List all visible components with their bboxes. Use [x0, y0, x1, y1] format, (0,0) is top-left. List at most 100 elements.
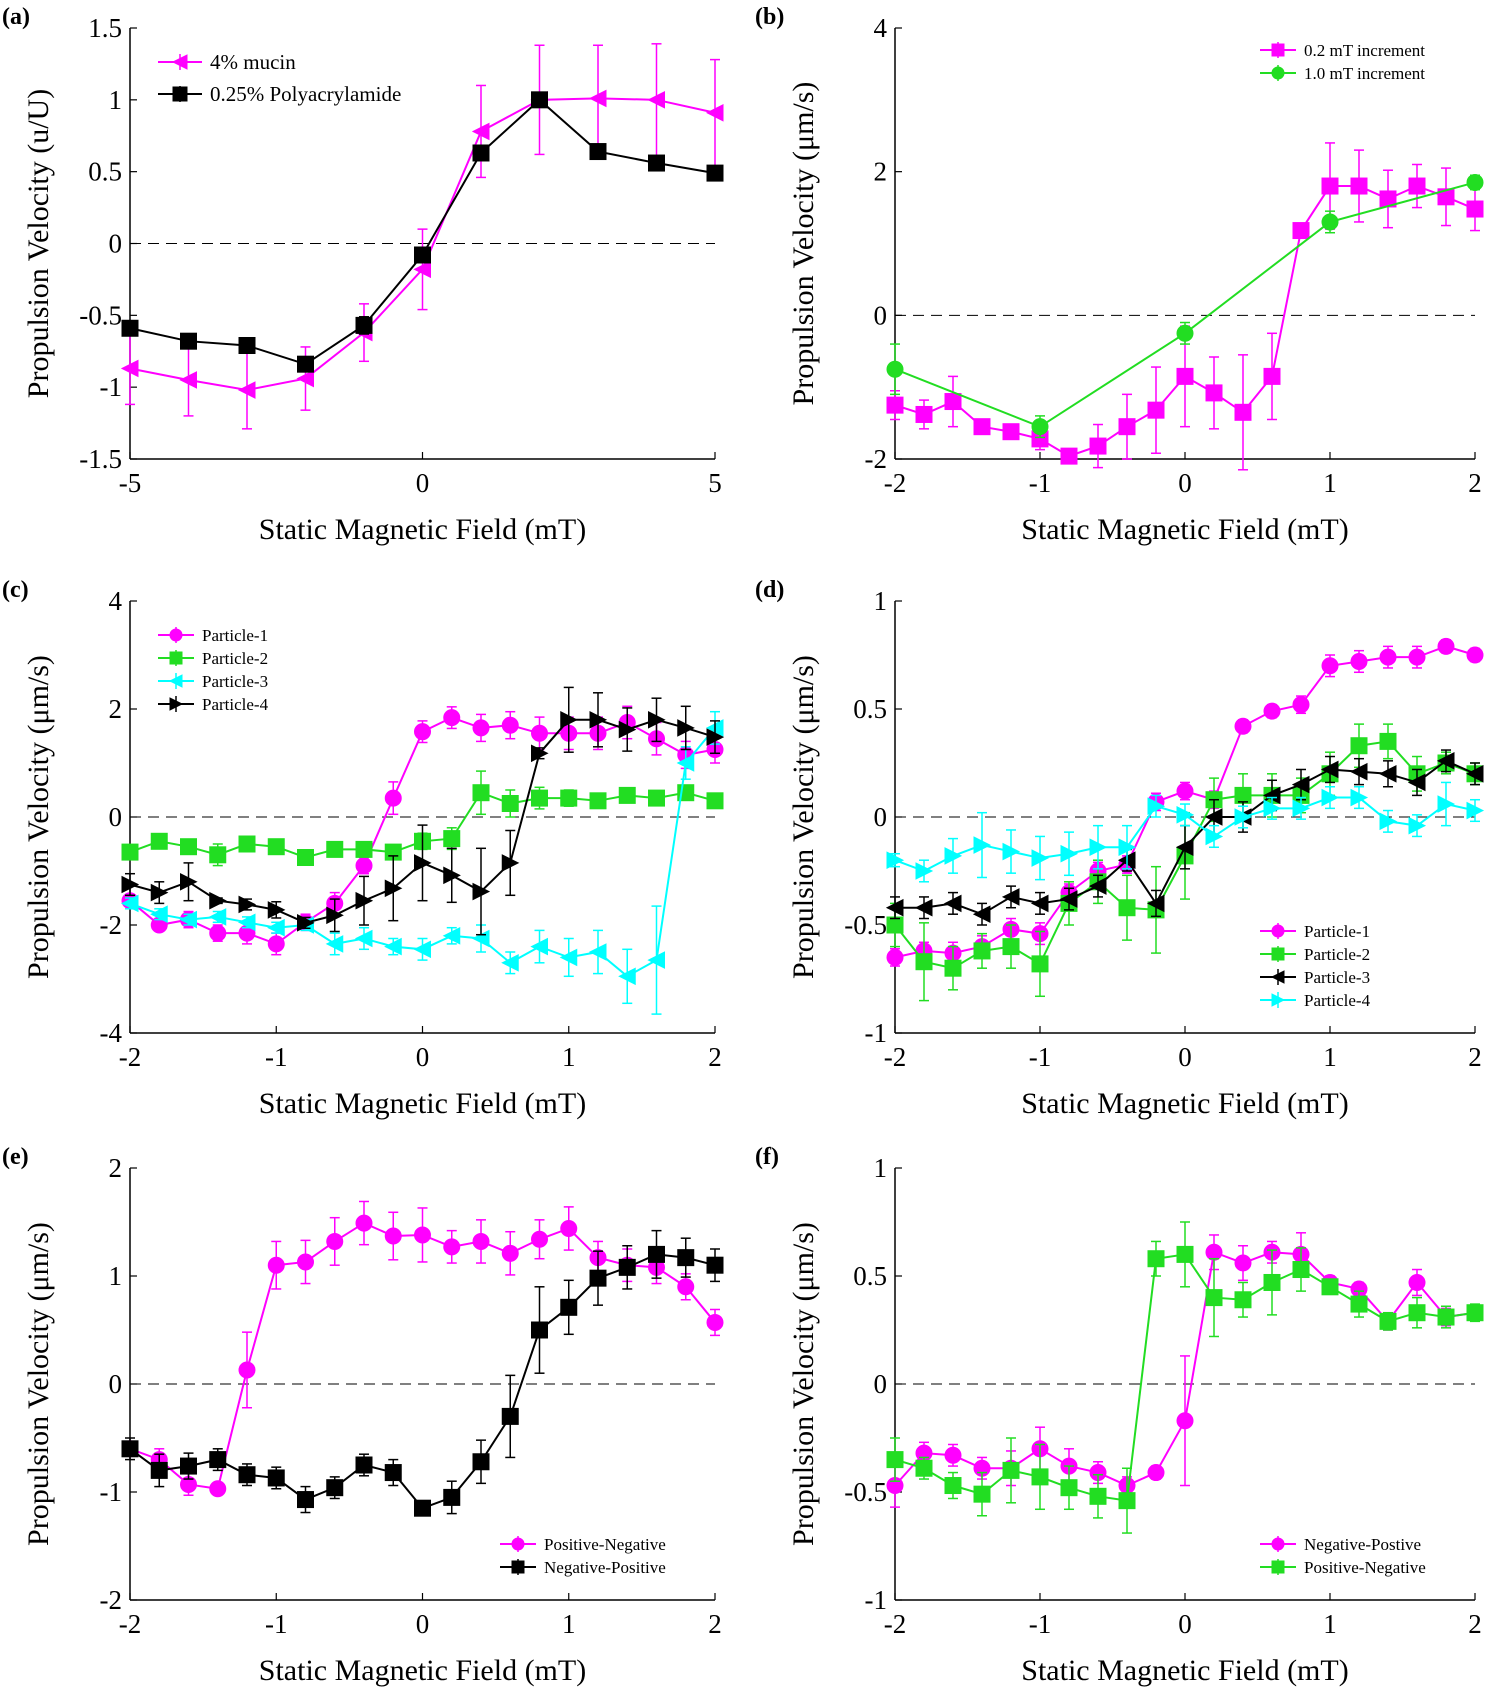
- x-tick-label: 0: [416, 1609, 430, 1639]
- y-tick-label: -1: [100, 372, 123, 402]
- chart-panel-2: (b) -2 -1 0 1 2 -2 0 2 4 Static Magnetic Field (mT…: [755, 4, 1484, 546]
- data-point: [238, 895, 257, 914]
- legend-marker: [1271, 993, 1286, 1007]
- data-point: [238, 1361, 256, 1379]
- y-tick-label: 0.5: [88, 157, 122, 187]
- legend-entry: Positive-Negative: [1260, 1558, 1426, 1577]
- data-point: [1205, 827, 1224, 846]
- data-point: [1408, 816, 1427, 835]
- data-point: [560, 789, 578, 807]
- data-point: [1350, 788, 1369, 807]
- data-point: [297, 1253, 314, 1271]
- y-tick-label: -0.5: [79, 300, 122, 330]
- data-point: [706, 728, 725, 746]
- data-point: [326, 840, 344, 858]
- data-point: [384, 789, 402, 807]
- data-point: [267, 1469, 285, 1487]
- data-point: [943, 894, 962, 913]
- data-point: [589, 710, 608, 729]
- y-tick-label: -0.5: [844, 1477, 887, 1507]
- data-point: [209, 924, 227, 942]
- data-point: [326, 1479, 344, 1497]
- data-point: [443, 830, 461, 848]
- y-tick-label: 0: [874, 1369, 888, 1399]
- data-point: [121, 1440, 139, 1458]
- data-point: [237, 381, 256, 399]
- data-point: [886, 396, 904, 414]
- data-point: [589, 1269, 607, 1287]
- data-point: [706, 1256, 724, 1274]
- data-point: [1465, 764, 1484, 783]
- y-tick-label: 1: [109, 1261, 123, 1291]
- data-point: [1320, 760, 1339, 779]
- y-tick-label: 1.5: [88, 13, 122, 43]
- legend-entry: 1.0 mT increment: [1260, 64, 1425, 83]
- panel-label: (c): [2, 577, 29, 603]
- y-tick-label: -1: [865, 1585, 888, 1615]
- data-point: [355, 840, 373, 858]
- y-tick-label: 0: [874, 802, 888, 832]
- data-point: [501, 1407, 519, 1425]
- legend-entry: Particle-4: [1260, 991, 1371, 1010]
- data-point: [1002, 938, 1020, 956]
- data-point: [1379, 1312, 1397, 1330]
- data-point: [1001, 888, 1020, 906]
- data-point: [915, 862, 934, 880]
- data-point: [414, 246, 431, 264]
- data-point: [944, 959, 962, 977]
- data-point: [677, 1278, 695, 1296]
- y-tick-label: -1: [100, 1477, 123, 1507]
- data-point: [297, 849, 314, 866]
- data-point: [121, 875, 140, 894]
- data-point: [1146, 894, 1165, 913]
- data-point: [886, 948, 904, 966]
- data-point: [1089, 1487, 1107, 1505]
- data-point: [209, 846, 227, 864]
- y-tick-label: 0.5: [853, 1261, 887, 1291]
- data-point: [1060, 1479, 1078, 1497]
- data-point: [1379, 812, 1398, 831]
- data-point: [325, 935, 344, 953]
- data-point: [1408, 1273, 1426, 1291]
- data-point: [648, 154, 665, 172]
- data-point: [1031, 955, 1049, 973]
- y-tick-label: 0: [109, 229, 123, 259]
- data-point: [209, 1451, 227, 1469]
- data-point: [1234, 717, 1252, 735]
- data-point: [413, 940, 431, 959]
- data-point: [1089, 838, 1108, 857]
- data-point: [267, 918, 285, 937]
- data-point: [355, 891, 374, 910]
- x-axis-title: Static Magnetic Field (mT): [259, 513, 586, 546]
- legend-label: Particle-2: [202, 649, 268, 668]
- y-tick-label: 2: [109, 694, 123, 724]
- data-point: [1147, 797, 1166, 816]
- data-point: [180, 332, 197, 350]
- legend: Particle-1 Particle-2 Particle-3 Particle-4: [158, 626, 269, 714]
- data-point: [1118, 899, 1136, 917]
- data-point: [944, 847, 963, 865]
- y-tick-label: 1: [874, 586, 888, 616]
- series-0-25-polyacrylamide: [121, 91, 724, 373]
- series-particle-4: [886, 781, 1485, 883]
- data-point: [1176, 1412, 1194, 1430]
- data-point: [530, 937, 548, 956]
- legend-entry: Positive-Negative: [500, 1535, 666, 1554]
- y-tick-label: -2: [100, 1585, 123, 1615]
- data-point: [1437, 1308, 1455, 1326]
- legend-label: Particle-1: [202, 626, 268, 645]
- legend-label: Negative-Positive: [544, 1558, 666, 1577]
- data-point: [297, 914, 315, 932]
- x-tick-label: 0: [416, 468, 430, 498]
- legend: Negative-Postive Positive-Negative: [1260, 1535, 1426, 1577]
- data-point: [1031, 418, 1049, 436]
- data-point: [1349, 762, 1368, 781]
- data-point: [443, 1488, 461, 1506]
- data-point: [443, 866, 461, 885]
- y-tick-label: -2: [100, 910, 123, 940]
- data-point: [121, 843, 139, 861]
- y-tick-label: 0: [874, 300, 888, 330]
